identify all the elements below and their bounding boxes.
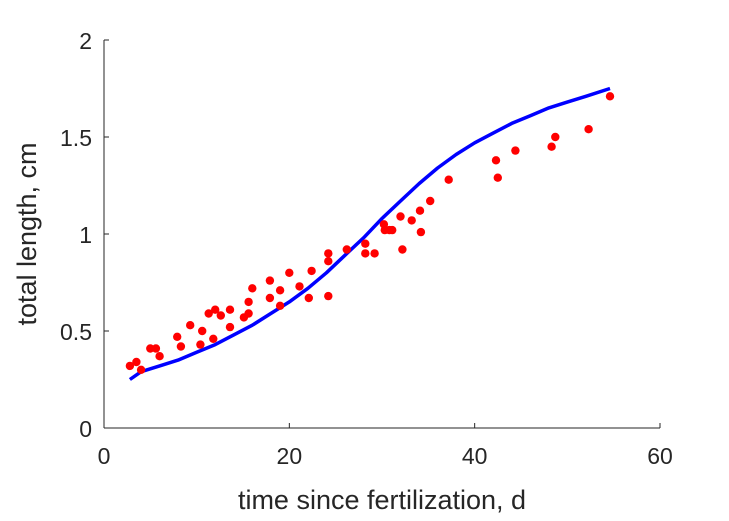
data-point	[295, 282, 304, 291]
data-point	[324, 257, 333, 266]
data-point	[416, 227, 426, 237]
data-point	[211, 305, 220, 314]
y-tick-label: 0	[79, 416, 92, 442]
data-point	[132, 357, 141, 367]
data-point	[244, 297, 253, 307]
data-point	[225, 305, 235, 314]
plot-area: 0 20 40 60 0 0.5 1 1.5 2	[60, 28, 673, 469]
data-point	[324, 249, 333, 258]
fit-curve	[128, 86, 611, 381]
y-tick-label: 0.5	[60, 319, 92, 345]
data-point	[248, 284, 257, 293]
x-tick-label: 0	[98, 443, 111, 469]
data-point	[173, 332, 182, 341]
data-point	[493, 173, 502, 182]
x-ticks: 0 20 40 60	[98, 423, 673, 469]
data-point	[407, 216, 416, 225]
data-point	[547, 142, 556, 151]
data-point	[209, 334, 218, 343]
series-layer	[125, 86, 615, 381]
y-axis-title: total length, cm	[12, 142, 42, 325]
data-point	[307, 266, 316, 276]
data-point	[125, 361, 135, 371]
data-point	[196, 340, 205, 349]
x-tick-label: 40	[462, 443, 488, 469]
data-point	[324, 291, 333, 301]
data-point	[396, 212, 405, 221]
data-point	[275, 286, 285, 295]
data-point	[304, 293, 313, 303]
data-point	[198, 326, 207, 336]
data-point	[426, 196, 435, 206]
data-point	[342, 245, 351, 254]
y-tick-label: 1.5	[60, 125, 92, 151]
data-point	[265, 276, 275, 285]
data-point	[265, 293, 275, 303]
data-point	[491, 156, 501, 165]
data-point	[584, 125, 593, 134]
x-tick-label: 20	[277, 443, 303, 469]
data-point	[388, 225, 397, 235]
data-point	[285, 268, 294, 277]
data-point	[216, 311, 225, 320]
data-point	[551, 132, 560, 142]
data-point	[361, 249, 370, 258]
data-point	[186, 321, 195, 330]
data-point	[136, 365, 146, 374]
data-point	[275, 301, 285, 310]
data-point	[370, 249, 379, 258]
data-point	[444, 175, 453, 184]
data-point	[605, 92, 615, 101]
data-point	[244, 309, 253, 318]
data-point	[176, 342, 186, 351]
y-ticks: 0 0.5 1 1.5 2	[60, 28, 109, 442]
data-point	[398, 245, 407, 254]
data-point	[415, 206, 425, 215]
y-tick-label: 1	[79, 222, 92, 248]
data-point	[225, 322, 235, 332]
y-tick-label: 2	[79, 28, 92, 54]
x-axis-title: time since fertilization, d	[238, 485, 526, 515]
x-tick-label: 60	[647, 443, 673, 469]
data-point	[151, 344, 161, 353]
data-point	[155, 352, 164, 361]
data-point	[204, 309, 213, 318]
data-point	[511, 146, 520, 155]
data-point	[361, 239, 370, 248]
